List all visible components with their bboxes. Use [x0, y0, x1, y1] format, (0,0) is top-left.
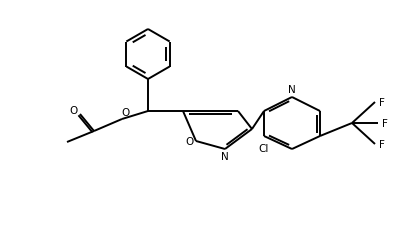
Text: O: O	[69, 106, 77, 115]
Text: F: F	[379, 139, 385, 149]
Text: N: N	[288, 85, 296, 95]
Text: F: F	[379, 98, 385, 108]
Text: N: N	[221, 151, 229, 161]
Text: Cl: Cl	[259, 143, 269, 153]
Text: O: O	[185, 136, 193, 146]
Text: F: F	[382, 118, 388, 128]
Text: O: O	[121, 108, 129, 117]
